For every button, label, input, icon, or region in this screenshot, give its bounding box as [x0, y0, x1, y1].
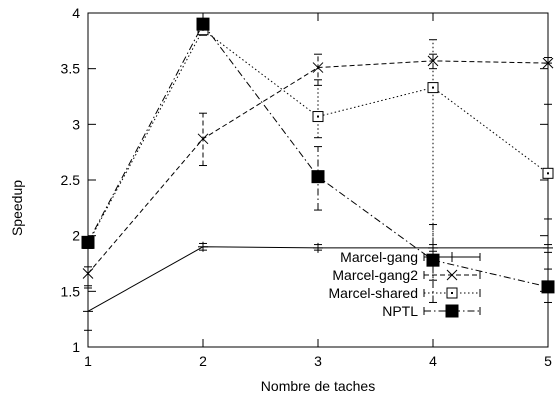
data-point: [312, 62, 324, 73]
filled-square-marker: [445, 304, 459, 318]
legend: Marcel-gang Marcel-gang2 Marcel-shared NPTL: [329, 249, 481, 319]
data-point: [312, 111, 324, 123]
legend-marker: [446, 287, 458, 299]
data-point: [427, 55, 439, 67]
legend-marker: [446, 269, 458, 281]
data-point: [196, 17, 210, 31]
legend-label: Marcel-gang2: [332, 267, 418, 283]
series-nptl: [81, 17, 555, 303]
data-point: [81, 235, 95, 249]
data-point: [313, 242, 323, 253]
series-marcel-shared: [82, 23, 554, 281]
y-tick-label: 2.5: [61, 172, 81, 188]
x-marker-b: [446, 269, 458, 281]
x-marker-b: [312, 62, 324, 73]
data-point: [198, 241, 208, 252]
y-axis-label: Speedup: [9, 180, 25, 236]
x-marker-b: [542, 57, 554, 69]
y-tick-label: 2: [72, 228, 80, 244]
data-point: [311, 170, 325, 184]
legend-item: NPTL: [382, 303, 481, 319]
legend-item: Marcel-gang2: [332, 267, 481, 283]
data-point: [197, 133, 209, 145]
filled-square-marker: [541, 280, 555, 294]
legend-label: Marcel-shared: [329, 285, 418, 301]
x-marker-b: [82, 268, 94, 279]
series-layer: [81, 17, 555, 331]
legend-label: NPTL: [382, 303, 418, 319]
x-marker-b: [197, 133, 209, 145]
x-marker-b: [427, 55, 439, 67]
legend-item: Marcel-shared: [329, 285, 481, 301]
legend-item: Marcel-gang: [340, 249, 481, 265]
data-point: [83, 306, 93, 317]
y-tick-label: 1: [72, 339, 80, 355]
series-line: [87, 246, 548, 312]
x-tick-label: 4: [429, 353, 437, 369]
x-axis-label: Nombre de taches: [261, 378, 375, 394]
x-tick-label: 2: [199, 353, 207, 369]
filled-square-marker: [196, 17, 210, 31]
open-square-dot: [451, 292, 453, 294]
data-point: [543, 242, 553, 253]
data-point: [542, 57, 554, 69]
data-point: [427, 82, 439, 94]
y-tick-label: 3.5: [61, 61, 81, 77]
plot-axes: 1 1.5 2 2.5 3 3.5 4 1 2 3 4 5: [61, 5, 553, 369]
series-marcel-gang2: [82, 53, 554, 287]
y-tick-label: 1.5: [61, 283, 81, 299]
data-point: [426, 253, 440, 267]
x-tick-label: 3: [314, 353, 322, 369]
open-square-dot: [317, 115, 319, 118]
open-square-dot: [432, 86, 434, 89]
series-line: [87, 28, 549, 244]
legend-marker: [445, 304, 459, 318]
open-square-dot: [547, 172, 549, 175]
data-point: [82, 268, 94, 279]
filled-square-marker: [81, 235, 95, 249]
legend-marker: [447, 252, 457, 262]
x-tick-label: 5: [544, 353, 552, 369]
data-point: [541, 280, 555, 294]
filled-square-marker: [426, 253, 440, 267]
data-point: [542, 167, 554, 179]
x-tick-label: 1: [84, 353, 92, 369]
series-marcel-gang: [83, 241, 553, 331]
legend-label: Marcel-gang: [340, 249, 418, 265]
filled-square-marker: [311, 170, 325, 184]
y-tick-label: 3: [72, 116, 80, 132]
y-tick-label: 4: [72, 5, 80, 21]
